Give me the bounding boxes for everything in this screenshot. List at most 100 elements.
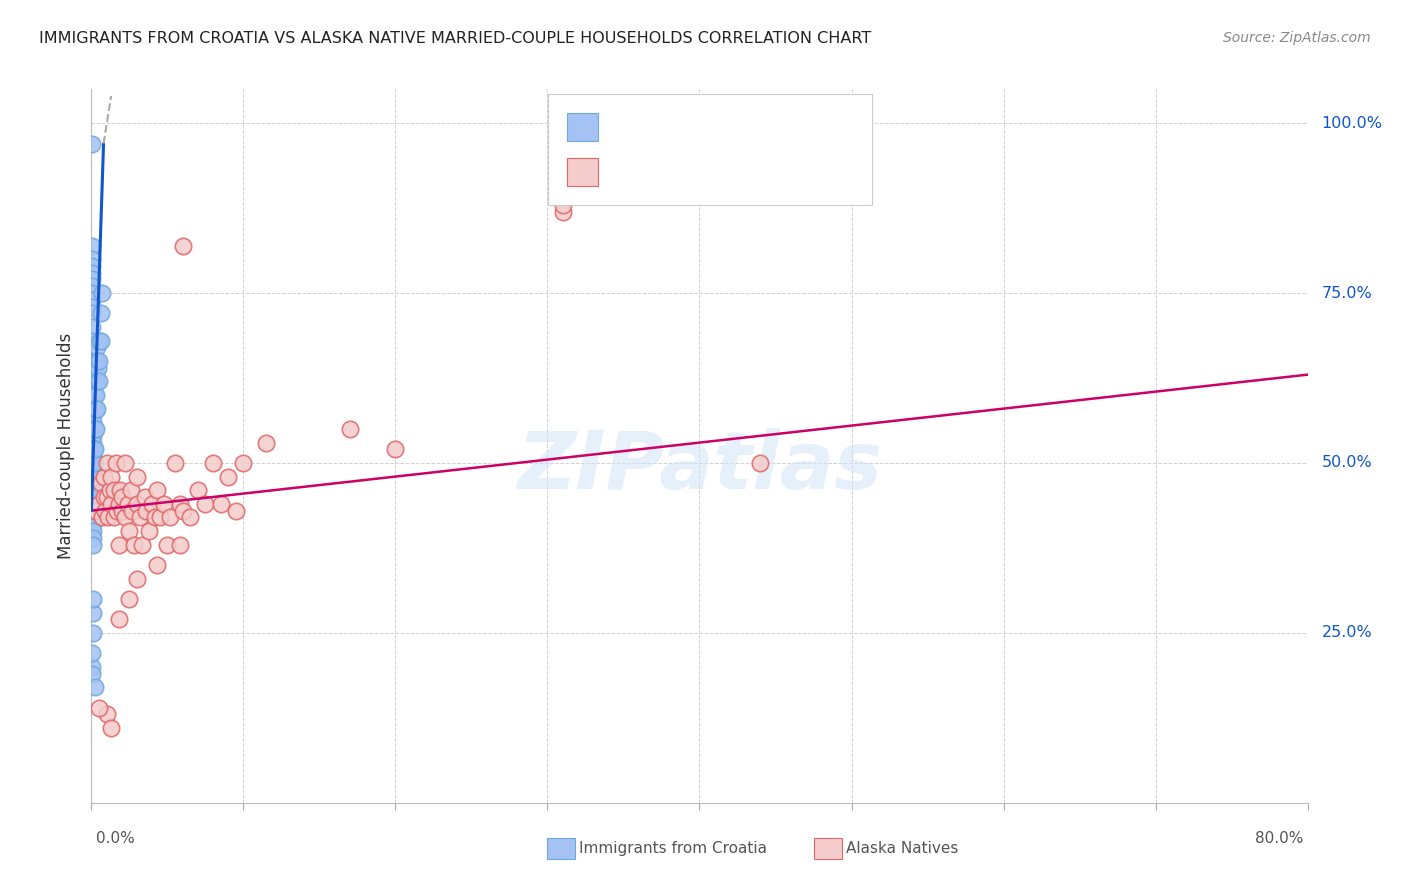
Point xyxy=(82,279,104,293)
Point xyxy=(84,354,107,368)
Point xyxy=(153,497,176,511)
Point xyxy=(82,456,104,470)
Point xyxy=(100,497,122,511)
Point xyxy=(209,497,232,511)
Point xyxy=(84,680,107,694)
Point xyxy=(83,469,105,483)
Point xyxy=(98,483,121,498)
Point xyxy=(83,442,105,457)
Point xyxy=(111,490,134,504)
Point xyxy=(107,497,129,511)
Point xyxy=(225,503,247,517)
Point xyxy=(93,490,115,504)
Point xyxy=(84,401,107,416)
Point xyxy=(82,435,104,450)
Text: 25.0%: 25.0% xyxy=(1322,625,1372,640)
Point xyxy=(107,537,129,551)
Point xyxy=(100,469,122,483)
Point xyxy=(82,409,104,423)
Point xyxy=(82,442,104,457)
Point xyxy=(83,388,105,402)
Point xyxy=(83,456,105,470)
Point xyxy=(82,238,104,252)
Point xyxy=(82,334,104,348)
Point xyxy=(104,456,127,470)
Point xyxy=(87,375,110,389)
Point xyxy=(82,320,104,334)
Y-axis label: Married-couple Households: Married-couple Households xyxy=(58,333,76,559)
Point xyxy=(82,606,104,620)
Point xyxy=(82,591,104,606)
Point xyxy=(87,334,110,348)
Point xyxy=(84,422,107,436)
Point xyxy=(138,524,160,538)
Point xyxy=(82,463,104,477)
Point xyxy=(141,497,163,511)
Point xyxy=(91,510,114,524)
Point xyxy=(97,510,120,524)
Point xyxy=(145,558,167,572)
Point xyxy=(100,721,122,735)
Point xyxy=(149,510,172,524)
Point xyxy=(82,449,104,463)
Point xyxy=(156,537,179,551)
Point xyxy=(143,510,166,524)
Point xyxy=(83,490,105,504)
Point xyxy=(202,456,225,470)
Point xyxy=(83,442,105,457)
Text: ZIPatlas: ZIPatlas xyxy=(517,428,882,507)
Point xyxy=(82,429,104,443)
Point xyxy=(749,456,772,470)
Point xyxy=(110,483,132,498)
Point xyxy=(93,469,115,483)
Point xyxy=(117,497,139,511)
Point xyxy=(89,306,111,320)
Point xyxy=(82,272,104,286)
Point xyxy=(169,497,191,511)
Text: R = 0.238: R = 0.238 xyxy=(606,162,713,181)
Text: 0.0%: 0.0% xyxy=(96,831,135,846)
Point xyxy=(82,415,104,429)
Point xyxy=(82,476,104,491)
Point xyxy=(82,646,104,660)
Text: 80.0%: 80.0% xyxy=(1256,831,1303,846)
Point xyxy=(83,503,105,517)
Text: N = 77: N = 77 xyxy=(742,118,815,136)
Text: Immigrants from Croatia: Immigrants from Croatia xyxy=(579,841,768,855)
Point xyxy=(103,510,125,524)
Text: 75.0%: 75.0% xyxy=(1322,285,1372,301)
Point xyxy=(254,435,277,450)
Point xyxy=(82,497,104,511)
Point xyxy=(83,456,105,470)
Point xyxy=(159,510,181,524)
Point xyxy=(125,572,148,586)
Text: 100.0%: 100.0% xyxy=(1322,116,1382,131)
Point xyxy=(111,503,134,517)
Point xyxy=(339,422,361,436)
Point xyxy=(87,354,110,368)
Point xyxy=(89,334,111,348)
Point xyxy=(82,136,104,151)
Point xyxy=(107,612,129,626)
Point xyxy=(135,503,157,517)
Point xyxy=(84,375,107,389)
Point xyxy=(129,510,152,524)
Point xyxy=(551,204,574,219)
Point xyxy=(384,442,406,457)
Point xyxy=(82,666,104,681)
Point xyxy=(105,503,128,517)
Point xyxy=(122,537,145,551)
Point xyxy=(82,300,104,314)
Point xyxy=(121,503,143,517)
Point xyxy=(145,483,167,498)
Point xyxy=(82,660,104,674)
Point xyxy=(103,483,125,498)
Point xyxy=(84,368,107,382)
Point xyxy=(82,483,104,498)
Point xyxy=(82,531,104,545)
Point xyxy=(120,483,142,498)
Point xyxy=(217,469,239,483)
Point xyxy=(86,341,108,355)
Point xyxy=(82,266,104,280)
Point xyxy=(82,293,104,307)
